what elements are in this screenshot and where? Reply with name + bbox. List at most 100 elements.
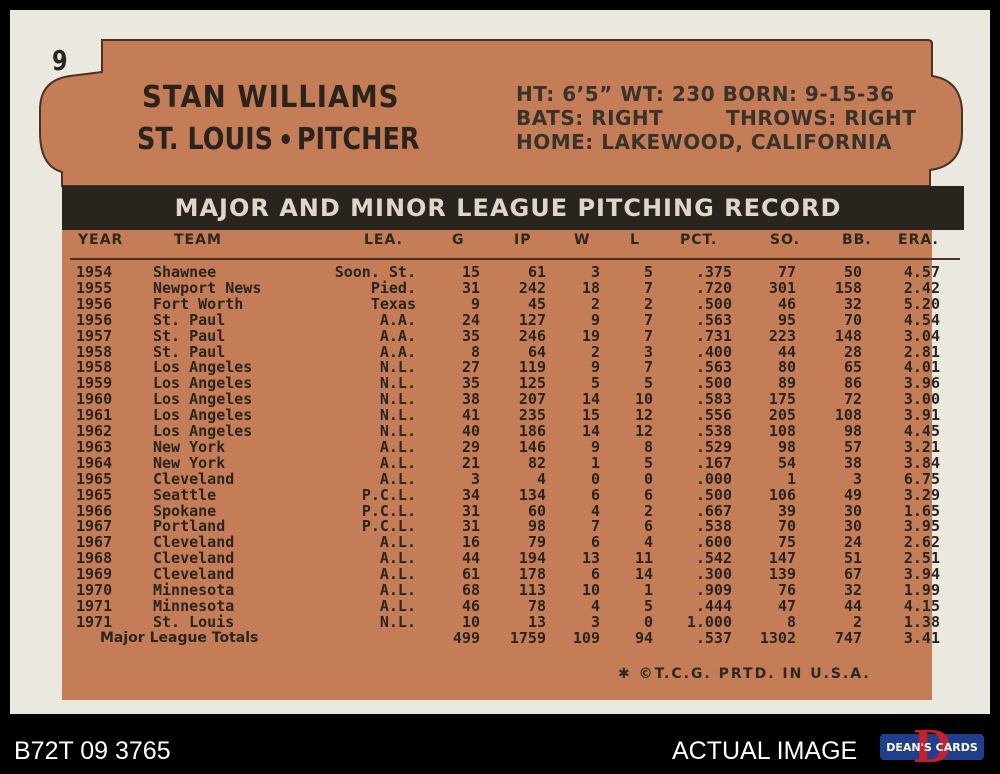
cell-league: Pied. <box>370 278 416 297</box>
cell-games: 46 <box>461 596 480 615</box>
cell-team: St. Louis <box>153 612 235 631</box>
table-row: 1957 St. Paul A.A. 35 246 19 7 .731 223 148 3.04 <box>10 328 990 344</box>
cell-team: Los Angeles <box>153 390 253 409</box>
cell-innings: 146 <box>518 437 546 456</box>
sku-label: B72T 09 3765 <box>14 737 171 765</box>
cell-strikeouts: 223 <box>768 326 796 345</box>
cell-innings: 194 <box>518 549 546 568</box>
cell-league: A.L. <box>379 437 416 456</box>
cell-losses: 5 <box>643 263 653 281</box>
cell-team: Portland <box>153 517 226 536</box>
cell-wins: 14 <box>581 422 600 440</box>
header-divider <box>70 258 960 260</box>
cell-year: 1958 <box>76 358 113 377</box>
cell-walks: 158 <box>834 278 862 297</box>
cell-era: 1.65 <box>903 501 940 520</box>
cell-innings: 207 <box>518 390 546 409</box>
cell-losses: 8 <box>643 437 653 456</box>
cell-strikeouts: 75 <box>777 533 796 552</box>
cell-era: 2.62 <box>903 533 940 552</box>
cell-innings: 246 <box>518 326 546 345</box>
cell-wins: 3 <box>590 263 600 281</box>
cell-era: 3.00 <box>903 390 940 409</box>
cell-pct: .500 <box>695 485 732 504</box>
cell-games: 21 <box>461 453 480 472</box>
header-l: L <box>630 232 640 248</box>
cell-strikeouts: 108 <box>768 422 796 440</box>
cell-strikeouts: 106 <box>768 485 796 504</box>
cell-team: Seattle <box>153 485 217 504</box>
table-row: 1969 Cleveland A.L. 61 178 6 14 .300 139 67 3.94 <box>10 566 990 582</box>
cell-strikeouts: 139 <box>768 565 796 584</box>
cell-games: 31 <box>461 517 480 536</box>
cell-pct: .667 <box>695 501 732 520</box>
cell-team: St. Paul <box>153 342 226 361</box>
total-era: 3.41 <box>903 628 940 647</box>
cell-strikeouts: 1 <box>786 469 796 488</box>
cell-games: 68 <box>461 581 480 599</box>
cell-league: Texas <box>370 294 416 313</box>
cell-losses: 7 <box>643 278 653 297</box>
totals-label: Major League Totals <box>100 629 259 646</box>
cell-losses: 5 <box>643 374 653 393</box>
header-g: G <box>452 232 465 248</box>
logo-text: DEAN'S CARDS <box>886 741 978 754</box>
record-banner: MAJOR AND MINOR LEAGUE PITCHING RECORD <box>174 194 842 222</box>
cell-games: 24 <box>461 310 480 329</box>
cell-team: Cleveland <box>153 469 235 488</box>
cell-wins: 2 <box>590 342 600 361</box>
cell-innings: 13 <box>527 612 546 631</box>
cell-year: 1956 <box>76 310 113 329</box>
cell-games: 15 <box>461 263 480 281</box>
card-number: 9 <box>52 44 68 77</box>
cell-wins: 9 <box>590 437 600 456</box>
cell-era: 5.20 <box>903 294 940 313</box>
table-row: 1964 New York A.L. 21 82 1 5 .167 54 38 3.84 <box>10 455 990 471</box>
cell-era: 6.75 <box>903 469 940 488</box>
table-row: 1965 Cleveland A.L. 3 4 0 0 .000 1 3 6.75 <box>10 471 990 487</box>
cell-strikeouts: 46 <box>777 294 796 313</box>
cell-strikeouts: 175 <box>768 390 796 409</box>
header-lea: LEA. <box>364 232 403 248</box>
cell-wins: 13 <box>581 549 600 568</box>
cell-innings: 125 <box>518 374 546 393</box>
copyright-line: ✱ ©T.C.G. PRTD. IN U.S.A. <box>618 666 871 682</box>
cell-innings: 134 <box>518 485 546 504</box>
cell-year: 1954 <box>76 263 113 281</box>
cell-pct: .583 <box>695 390 732 409</box>
cell-strikeouts: 95 <box>777 310 796 329</box>
cell-pct: .563 <box>695 310 732 329</box>
cell-pct: .909 <box>695 581 732 599</box>
cell-league: N.L. <box>379 390 416 409</box>
cell-pct: .375 <box>695 263 732 281</box>
cell-era: 2.42 <box>903 278 940 297</box>
cell-era: 3.94 <box>903 565 940 584</box>
cell-strikeouts: 8 <box>786 612 796 631</box>
table-row: 1971 Minnesota A.L. 46 78 4 5 .444 47 44 4.15 <box>10 598 990 614</box>
cell-pct: .542 <box>695 549 732 568</box>
total-walks: 747 <box>834 628 862 647</box>
cell-innings: 4 <box>536 469 546 488</box>
cell-year: 1956 <box>76 294 113 313</box>
cell-strikeouts: 301 <box>768 278 796 297</box>
cell-games: 16 <box>461 533 480 552</box>
cell-games: 35 <box>461 374 480 393</box>
cell-strikeouts: 44 <box>777 342 796 361</box>
cell-innings: 119 <box>518 358 546 377</box>
cell-league: A.L. <box>379 549 416 568</box>
cell-team: Fort Worth <box>153 294 244 313</box>
cell-strikeouts: 54 <box>777 453 796 472</box>
cell-year: 1963 <box>76 437 113 456</box>
cell-team: Los Angeles <box>153 406 253 425</box>
cell-team: Los Angeles <box>153 374 253 393</box>
cell-walks: 30 <box>843 517 862 536</box>
header-team: TEAM <box>174 232 222 248</box>
cell-losses: 7 <box>643 358 653 377</box>
cell-era: 4.01 <box>903 358 940 377</box>
cell-walks: 72 <box>843 390 862 409</box>
player-position: PITCHER <box>296 122 420 157</box>
cell-team: New York <box>153 437 226 456</box>
cell-losses: 6 <box>643 517 653 536</box>
cell-pct: .167 <box>695 453 732 472</box>
cell-innings: 60 <box>527 501 546 520</box>
